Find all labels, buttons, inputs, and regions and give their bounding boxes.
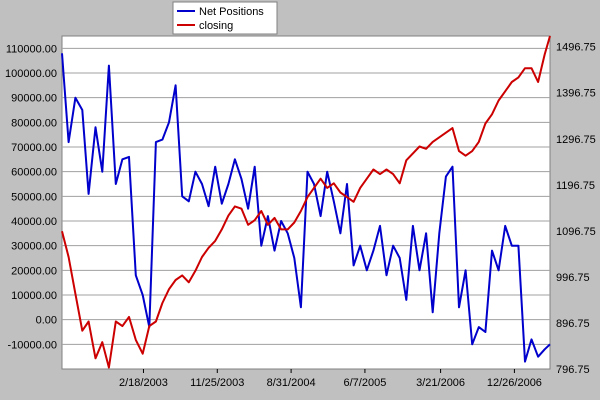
left-tick-label: 110000.00 [6,43,57,55]
left-tick-label: 40000.00 [11,216,57,228]
legend: Net Positions closing [172,1,278,35]
x-tick-label: 3/21/2006 [416,377,465,389]
right-tick-label: 1496.75 [556,42,596,54]
legend-entry: closing [199,20,233,32]
right-tick-label: 996.75 [556,272,590,284]
left-tick-label: 20000.00 [11,265,57,277]
series-line-closing [61,35,551,369]
left-tick-label: 50000.00 [11,191,57,203]
x-tick-label: 8/31/2004 [267,377,316,389]
legend-entry: Net Positions [199,6,264,18]
right-axis-ticks: 1496.75 1396.75 1296.75 1196.75 1096.75 996.7… [556,42,596,376]
x-tick-label: 6/7/2005 [344,377,387,389]
left-tick-label: 0.00 [36,315,57,327]
left-tick-label: 90000.00 [11,93,57,105]
left-tick-label: -10000.00 [7,339,57,351]
left-tick-label: 80000.00 [11,117,57,129]
right-tick-label: 1296.75 [556,134,596,146]
right-tick-label: 896.75 [556,318,590,330]
legend-box [172,1,278,35]
x-tick-label: 2/18/2003 [119,377,168,389]
left-axis-ticks: 110000.00 100000.00 90000.00 80000.00 70000.… [5,43,57,351]
right-tick-label: 1396.75 [556,88,596,100]
series-lines [61,35,551,369]
left-tick-label: 10000.00 [11,290,57,302]
x-tick-label: 12/26/2006 [487,377,542,389]
left-tick-label: 100000.00 [5,68,57,80]
left-tick-label: 30000.00 [11,241,57,253]
right-tick-label: 1196.75 [556,180,595,192]
right-tick-label: 1096.75 [556,226,596,238]
series-line-net-positions [61,53,551,363]
right-tick-label: 796.75 [556,364,590,376]
x-axis-ticks: 2/18/2003 11/25/2003 8/31/2004 6/7/2005 3/21… [119,369,542,389]
x-tick-label: 11/25/2003 [190,377,244,389]
left-tick-label: 60000.00 [11,167,57,179]
left-tick-label: 70000.00 [11,142,57,154]
